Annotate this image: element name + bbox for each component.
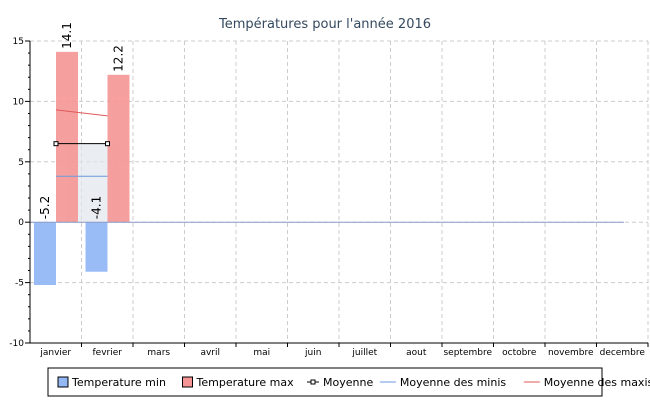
legend: Temperature min Temperature max Moyenne Moy… (47, 367, 650, 397)
x-tick-label: novembre (548, 348, 594, 358)
legend-label: Moyenne des maxis (544, 376, 650, 389)
data-labels: -5.2 -4.1 14.1 12.2 (38, 22, 126, 219)
x-tick-label: janvier (39, 348, 71, 358)
legend-swatch (182, 376, 193, 388)
chart-title: Températures pour l'année 2016 (218, 17, 431, 32)
legend-label: Temperature max (196, 376, 295, 389)
moyenne-maxis-line (55, 109, 108, 117)
x-tick-label: mai (253, 348, 270, 358)
y-tick-label: 10 (13, 97, 25, 107)
y-tick-label: 15 (13, 37, 24, 47)
bar-temperature-min (85, 222, 108, 272)
x-tick-label: octobre (502, 348, 537, 358)
x-tick-label: decembre (600, 348, 646, 358)
axes: -10 -5 0 5 10 15 janvier fevrier mars avril mai jui… (9, 37, 649, 358)
x-tick-label: mars (147, 348, 170, 358)
x-tick-label: aout (406, 348, 427, 358)
legend-label: Moyenne (323, 376, 373, 389)
legend-swatch (57, 376, 69, 388)
y-tick-label: -10 (9, 339, 24, 349)
legend-label: Temperature min (71, 376, 166, 389)
data-label-min: -4.1 (90, 196, 104, 219)
data-label-max: 14.1 (60, 22, 74, 49)
bar-temperature-max (56, 51, 78, 223)
y-tick-label: 5 (18, 158, 24, 168)
bar-temperature-max (107, 74, 130, 223)
x-tick-label: fevrier (93, 348, 123, 358)
x-tick-label: juillet (351, 348, 377, 358)
legend-label: Moyenne des minis (400, 376, 506, 389)
x-tick-label: avril (200, 348, 220, 358)
bar-temperature-min (34, 222, 56, 286)
legend-box (47, 367, 603, 397)
legend-marker (310, 379, 316, 385)
x-tick-label: juin (304, 348, 321, 358)
y-tick-label: 0 (18, 218, 24, 228)
moyenne-marker (105, 141, 110, 147)
lines (30, 109, 624, 223)
data-label-max: 12.2 (112, 45, 126, 72)
y-tick-label: -5 (15, 279, 24, 289)
x-tick-label: septembre (443, 348, 492, 358)
moyenne-marker (53, 141, 59, 147)
bars (34, 51, 130, 286)
data-label-min: -5.2 (38, 196, 52, 219)
